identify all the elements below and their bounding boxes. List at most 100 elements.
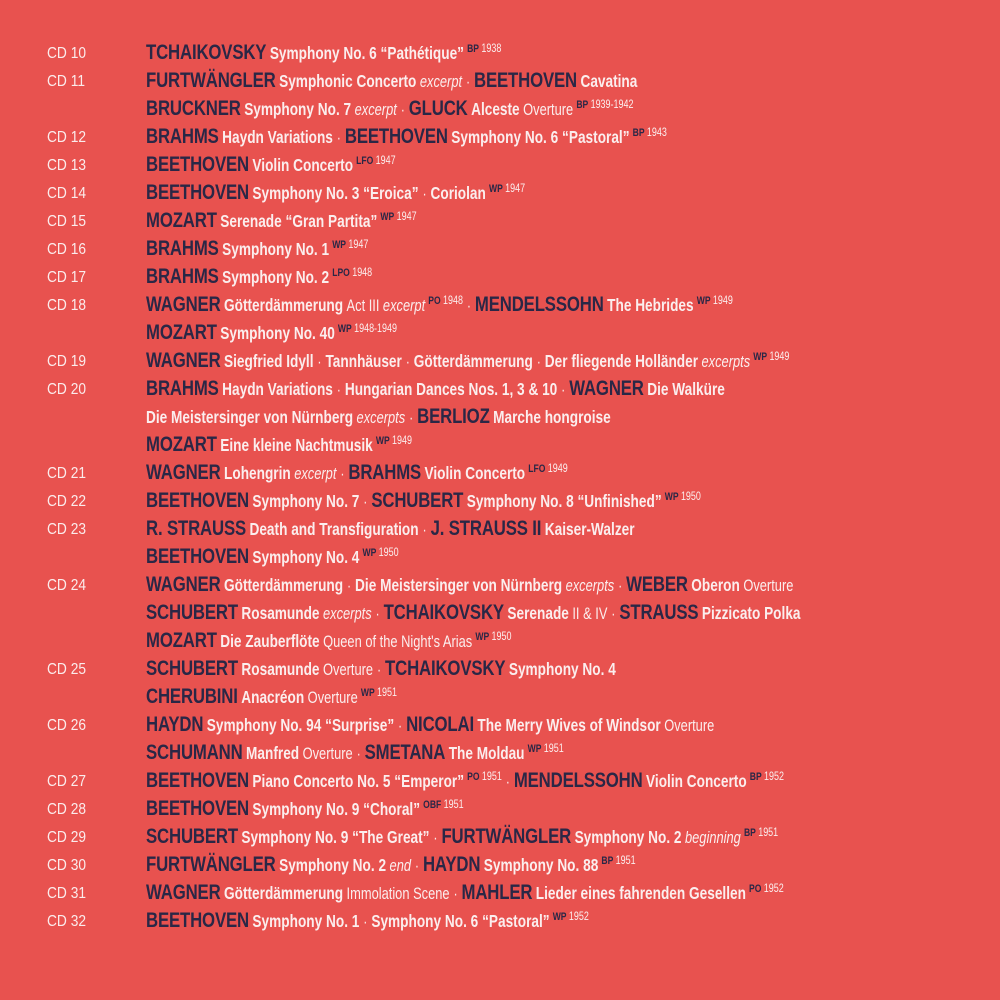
work-title: Cavatina xyxy=(580,71,638,92)
work-title: Tannhäuser xyxy=(325,351,402,372)
composer: GLUCK xyxy=(408,96,468,121)
cd-contents: WAGNER Götterdämmerung · Die Meistersinger… xyxy=(146,572,793,597)
cd-number: CD 26 xyxy=(47,717,87,735)
separator-dot: · xyxy=(466,298,472,316)
work-note-italic: excerpts xyxy=(322,605,372,624)
recording-year: 1949 xyxy=(392,435,413,448)
separator-dot: · xyxy=(336,382,341,400)
recording-year: 1952 xyxy=(764,771,785,784)
work-title: Götterdämmerung xyxy=(224,575,344,596)
work-title: Haydn Variations xyxy=(222,127,333,148)
work-note-italic: beginning xyxy=(684,829,741,848)
cd-contents: R. STRAUSS Death and Transfiguration · J. … xyxy=(146,516,635,541)
listing-row: CD 13 BEETHOVEN Violin Concerto LFO 1947 xyxy=(0,152,1000,180)
work-title: Symphony No. 1 xyxy=(252,911,360,932)
cd-contents: MOZART Serenade “Gran Partita” WP 1947 xyxy=(146,208,417,233)
orchestra-code: WP xyxy=(337,323,352,336)
orchestra-code: BP xyxy=(467,43,480,55)
orchestra-code: WP xyxy=(488,183,503,196)
composer: MOZART xyxy=(146,432,217,457)
listing-row: CD 31 WAGNER Götterdämmerung Immolation S… xyxy=(0,880,1000,908)
recording-year: 1948-1949 xyxy=(354,323,398,336)
separator-dot: · xyxy=(340,466,345,484)
listing-row: CD 20 BRAHMS Haydn Variations · Hungarian D… xyxy=(0,376,1000,404)
work-note-italic: excerpt xyxy=(354,101,397,120)
work-title: Symphony No. 1 xyxy=(222,239,330,260)
composer: BRAHMS xyxy=(146,264,219,289)
listing-row: CD 27 BEETHOVEN Piano Concerto No. 5 “Emp… xyxy=(0,768,1000,796)
separator-dot: · xyxy=(433,830,438,848)
composer: BEETHOVEN xyxy=(146,152,249,177)
work-title: Symphony No. 6 “Pastoral” xyxy=(371,911,550,932)
separator-dot: · xyxy=(618,578,623,596)
work-title: Symphony No. 9 “Choral” xyxy=(252,799,421,820)
recording-year: 1951 xyxy=(543,743,564,756)
recording-year: 1947 xyxy=(375,155,396,168)
work-title: Eine kleine Nachtmusik xyxy=(220,435,373,456)
orchestra-code: WP xyxy=(552,911,567,924)
cd-contents: BEETHOVEN Symphony No. 9 “Choral” OBF 1951 xyxy=(146,796,464,821)
work-title: Kaiser-Walzer xyxy=(544,519,635,540)
cd-number: CD 23 xyxy=(47,521,87,539)
work-title: Symphony No. 6 “Pastoral” xyxy=(451,127,630,148)
separator-dot: · xyxy=(317,354,322,372)
listing-row: CD 29 SCHUBERT Symphony No. 9 “The Great”… xyxy=(0,824,1000,852)
orchestra-code: WP xyxy=(360,687,375,700)
separator-dot: · xyxy=(422,186,427,204)
cd-contents: BEETHOVEN Symphony No. 1 · Symphony No. 6 … xyxy=(146,908,589,933)
orchestra-code: LFO xyxy=(528,463,546,476)
cd-number: CD 14 xyxy=(47,185,87,203)
work-title: Violin Concerto xyxy=(424,463,526,484)
work-title: Lohengrin xyxy=(224,463,291,484)
cd-contents: BRUCKNER Symphony No. 7 excerpt · GLUCK Al… xyxy=(146,96,633,121)
work-title: Die Meistersinger von Nürnberg xyxy=(146,407,354,428)
work-title: Symphony No. 4 xyxy=(508,659,616,680)
orchestra-code: BP xyxy=(632,127,645,140)
work-note-italic: excerpt xyxy=(382,297,426,316)
separator-dot: · xyxy=(356,746,361,764)
orchestra-code: PO xyxy=(467,771,480,784)
cd-number: CD 12 xyxy=(47,129,87,147)
cd-contents: HAYDN Symphony No. 94 “Surprise” · NICOLAI… xyxy=(146,712,714,737)
listing-row: MOZART Eine kleine Nachtmusik WP 1949 xyxy=(0,432,1000,460)
separator-dot: · xyxy=(398,718,403,736)
work-note-italic: end xyxy=(389,857,412,876)
cd-contents: WAGNER Götterdämmerung Immolation Scene ·… xyxy=(146,880,784,905)
separator-dot: · xyxy=(505,774,510,792)
cd-number: CD 30 xyxy=(47,857,87,875)
cd-contents: SCHUBERT Rosamunde Overture · TCHAIKOVSKY … xyxy=(146,656,616,681)
work-title: Die Meistersinger von Nürnberg xyxy=(355,575,563,596)
recording-year: 1949 xyxy=(547,463,568,476)
composer: FURTWÄNGLER xyxy=(146,68,276,93)
cd-number: CD 20 xyxy=(47,381,87,399)
orchestra-code: WP xyxy=(527,743,542,756)
orchestra-code: BP xyxy=(601,855,614,868)
cd-contents: WAGNER Lohengrin excerpt · BRAHMS Violin C… xyxy=(146,460,568,485)
recording-year: 1949 xyxy=(712,295,733,308)
cd-contents: BRAHMS Symphony No. 1 WP 1947 xyxy=(146,236,368,261)
cd-contents: MOZART Die Zauberflöte Queen of the Nigh… xyxy=(146,628,511,653)
cd-contents: BRAHMS Symphony No. 2 LPO 1948 xyxy=(146,264,372,289)
composer: SCHUBERT xyxy=(146,600,238,625)
work-title: Symphony No. 6 “Pathétique” xyxy=(269,43,464,63)
listing-row: CD 28 BEETHOVEN Symphony No. 9 “Choral” OB… xyxy=(0,796,1000,824)
work-title: Pizzicato Polka xyxy=(701,603,801,624)
work-title: Symphony No. 2 xyxy=(279,855,387,876)
composer: WAGNER xyxy=(146,348,221,373)
orchestra-code: WP xyxy=(380,211,395,224)
composer: SCHUBERT xyxy=(146,824,238,849)
orchestra-code: BP xyxy=(576,99,589,112)
listing-row: CD 14 BEETHOVEN Symphony No. 3 “Eroica” · C… xyxy=(0,180,1000,208)
listing-row: Die Meistersinger von Nürnberg excerpts ·… xyxy=(0,404,1000,432)
cd-number: CD 19 xyxy=(47,353,87,371)
work-title: The Merry Wives of Windsor xyxy=(477,715,661,736)
work-note: Act III xyxy=(346,297,380,316)
orchestra-code: WP xyxy=(753,351,768,364)
composer: BEETHOVEN xyxy=(344,124,448,149)
composer: BEETHOVEN xyxy=(474,68,577,93)
cd-contents: BEETHOVEN Symphony No. 7 · SCHUBERT Sympho… xyxy=(146,488,701,513)
orchestra-code: OBF xyxy=(423,799,442,812)
cd-contents: BRAHMS Haydn Variations · Hungarian Dances… xyxy=(146,376,725,401)
work-title: Siegfried Idyll xyxy=(224,351,314,372)
work-title: Lieder eines fahrenden Gesellen xyxy=(535,883,746,904)
